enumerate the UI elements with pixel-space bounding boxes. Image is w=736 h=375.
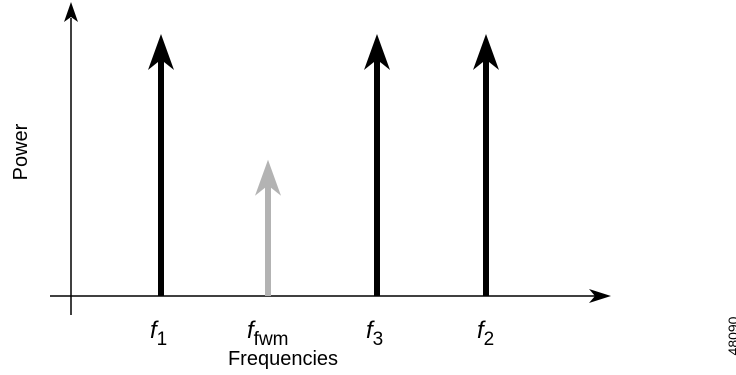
freq-label-f2: f2 [477,317,494,350]
freq-subscript: 3 [373,329,384,350]
freq-label-f3: f3 [366,317,383,350]
figure-number: 48090 [725,316,736,355]
arrow-f2 [473,34,499,296]
freq-subscript: 1 [157,329,168,350]
frequency-arrows [148,34,499,296]
freq-label-ffwm: ffwm [247,317,289,350]
arrow-ffwm [255,159,281,296]
freq-symbol: f [150,317,159,344]
freq-symbol: f [477,317,486,344]
arrow-f3 [364,34,390,296]
x-axis-title: Frequencies [228,348,338,370]
y-axis-arrowhead [64,2,78,22]
axes [50,2,611,315]
freq-label-f1: f1 [150,317,167,350]
freq-symbol: f [247,317,256,344]
freq-symbol: f [366,317,375,344]
y-axis-title: Power [10,123,32,180]
frequency-labels: f1 ffwm f3 f2 [150,317,494,350]
freq-subscript: fwm [254,329,289,350]
freq-subscript: 2 [484,329,495,350]
arrow-f1 [148,34,174,296]
x-axis-arrowhead [589,289,611,303]
